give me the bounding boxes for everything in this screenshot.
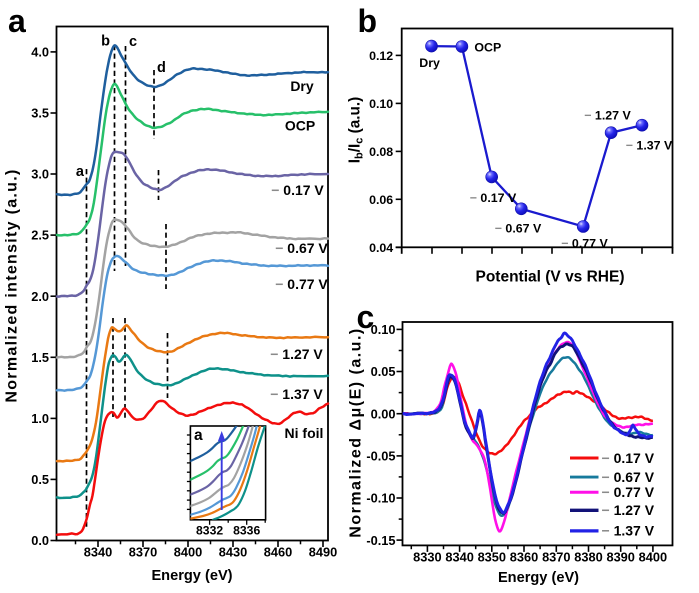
svg-text:8370: 8370 — [129, 545, 157, 560]
svg-text:Normalized intensity (a.u.): Normalized intensity (a.u.) — [4, 168, 21, 402]
svg-text:0.12: 0.12 — [369, 49, 393, 63]
svg-text:2.5: 2.5 — [31, 228, 49, 243]
svg-text:1.5: 1.5 — [31, 350, 49, 365]
svg-text:− 0.77 V: − 0.77 V — [561, 237, 608, 251]
svg-text:Dry: Dry — [419, 56, 440, 70]
svg-text:8390: 8390 — [606, 549, 634, 564]
svg-text:8332: 8332 — [196, 524, 223, 538]
svg-text:8340: 8340 — [84, 545, 112, 560]
svg-text:a: a — [76, 164, 85, 180]
svg-text:Ib/Ic (a.u.): Ib/Ic (a.u.) — [347, 97, 366, 163]
svg-text:8350: 8350 — [478, 549, 506, 564]
svg-text:8460: 8460 — [264, 545, 292, 560]
svg-text:OCP: OCP — [285, 118, 315, 134]
svg-text:− 0.17 V: − 0.17 V — [602, 450, 655, 466]
svg-text:c: c — [129, 34, 137, 50]
svg-text:0.10: 0.10 — [371, 322, 396, 337]
svg-text:0.10: 0.10 — [369, 97, 393, 111]
svg-text:0.00: 0.00 — [371, 406, 396, 421]
svg-text:0.06: 0.06 — [369, 193, 393, 207]
svg-text:8400: 8400 — [639, 549, 667, 564]
svg-text:0.08: 0.08 — [369, 145, 393, 159]
svg-text:Ni foil: Ni foil — [285, 425, 324, 441]
svg-text:− 0.17 V: − 0.17 V — [470, 191, 517, 205]
svg-text:c: c — [357, 299, 375, 335]
svg-text:− 1.37 V: − 1.37 V — [270, 386, 323, 402]
svg-text:− 0.67 V: − 0.67 V — [602, 469, 655, 485]
svg-text:3.0: 3.0 — [31, 167, 49, 182]
svg-text:Dry: Dry — [290, 78, 314, 94]
svg-text:-0.10: -0.10 — [366, 491, 395, 506]
svg-text:4.0: 4.0 — [31, 45, 49, 60]
svg-text:8490: 8490 — [309, 545, 337, 560]
svg-text:2.0: 2.0 — [31, 289, 49, 304]
svg-text:− 0.77 V: − 0.77 V — [602, 484, 655, 500]
svg-text:0.05: 0.05 — [371, 364, 396, 379]
svg-text:-0.15: -0.15 — [366, 533, 395, 548]
svg-text:8370: 8370 — [542, 549, 570, 564]
svg-text:− 1.27 V: − 1.27 V — [602, 502, 655, 518]
svg-text:a: a — [8, 3, 26, 39]
svg-text:− 0.17 V: − 0.17 V — [271, 182, 324, 198]
svg-text:b: b — [101, 34, 110, 50]
svg-text:8400: 8400 — [174, 545, 202, 560]
svg-text:8330: 8330 — [413, 549, 441, 564]
svg-text:0.04: 0.04 — [369, 241, 393, 255]
svg-text:b: b — [358, 3, 378, 39]
svg-text:− 1.27 V: − 1.27 V — [584, 108, 631, 122]
svg-text:− 1.37 V: − 1.37 V — [602, 523, 655, 539]
svg-text:OCP: OCP — [474, 41, 501, 55]
svg-text:Normalized Δμ(E) (a.u.): Normalized Δμ(E) (a.u.) — [348, 327, 365, 537]
svg-text:0.0: 0.0 — [31, 533, 49, 548]
svg-text:Energy (eV): Energy (eV) — [498, 570, 579, 586]
svg-text:0.5: 0.5 — [31, 472, 49, 487]
svg-text:− 0.67 V: − 0.67 V — [275, 240, 328, 256]
svg-text:8336: 8336 — [233, 524, 260, 538]
svg-text:− 1.27 V: − 1.27 V — [270, 346, 323, 362]
svg-text:a: a — [194, 427, 203, 444]
svg-text:1.0: 1.0 — [31, 411, 49, 426]
svg-text:− 0.67 V: − 0.67 V — [495, 222, 542, 236]
svg-text:− 0.77 V: − 0.77 V — [275, 276, 328, 292]
svg-text:Potential (V vs RHE): Potential (V vs RHE) — [476, 269, 625, 286]
svg-text:-0.05: -0.05 — [366, 449, 395, 464]
svg-text:8380: 8380 — [574, 549, 602, 564]
svg-text:8340: 8340 — [445, 549, 473, 564]
svg-text:d: d — [157, 60, 166, 76]
svg-text:− 1.37 V: − 1.37 V — [626, 139, 673, 153]
svg-text:8430: 8430 — [219, 545, 247, 560]
svg-text:3.5: 3.5 — [31, 106, 49, 121]
svg-text:8360: 8360 — [510, 549, 538, 564]
svg-text:Energy (eV): Energy (eV) — [151, 568, 232, 584]
